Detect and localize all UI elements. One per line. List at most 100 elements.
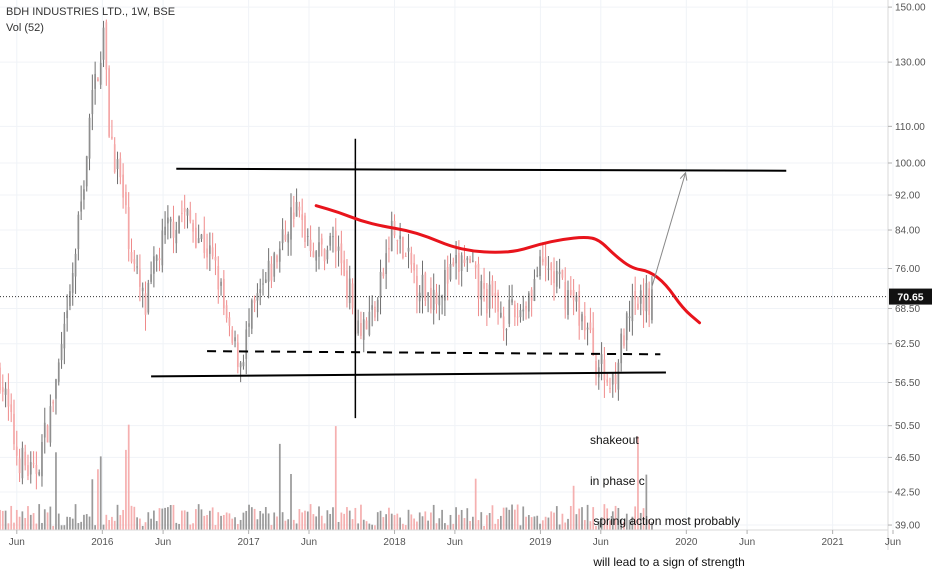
candle-body [66, 310, 69, 319]
volume-bar [488, 512, 491, 530]
candle-body [278, 248, 281, 262]
candle-body [421, 274, 424, 299]
volume-bar [267, 513, 270, 530]
candle-body [91, 90, 94, 115]
volume-bar [315, 516, 318, 530]
volume-bar [287, 519, 290, 530]
candle-body [477, 263, 480, 299]
candle-body [527, 293, 530, 312]
candle-body [388, 247, 390, 250]
candle-body [144, 293, 147, 315]
candle-body [41, 441, 43, 477]
volume-bar [200, 509, 203, 530]
volume-bar [57, 513, 60, 530]
candle-body [609, 387, 611, 390]
candle-body [407, 247, 410, 252]
candle-body [147, 282, 150, 313]
candle-body [18, 458, 21, 474]
candle-body [231, 329, 234, 343]
time-tick-label: Jun [593, 537, 609, 548]
volume-bar [402, 523, 404, 530]
volume-bar [169, 504, 172, 530]
candle-body [541, 258, 544, 263]
candle-body [301, 214, 304, 220]
volume-bar [167, 507, 169, 530]
candle-body [581, 314, 583, 322]
candle-body [208, 245, 211, 254]
candle-body [360, 322, 362, 336]
candle-body [555, 270, 558, 287]
volume-bar [234, 517, 236, 530]
candle-body [178, 216, 180, 234]
candle-body [276, 255, 278, 263]
candle-body [474, 265, 477, 268]
candle-body [155, 255, 158, 261]
time-tick-label: 2020 [675, 537, 698, 548]
volume-bar [116, 504, 119, 530]
volume-bar [539, 523, 541, 530]
volume-bar [211, 507, 214, 530]
volume-bar [231, 518, 234, 530]
candle-body [648, 288, 651, 315]
candle-body [404, 255, 407, 257]
candle-body [4, 388, 7, 395]
candle-body [139, 269, 141, 287]
candle-body [292, 212, 295, 219]
candle-body [603, 359, 606, 381]
candle-body [444, 270, 446, 301]
target-arrow [651, 172, 687, 287]
candle-body [186, 208, 189, 216]
candle-body [77, 214, 80, 250]
candle-body [83, 189, 85, 200]
volume-bar [334, 426, 337, 530]
volume-bar [463, 518, 466, 530]
price-tick-label: 42.50 [895, 487, 920, 498]
price-tick-label: 130.00 [895, 58, 926, 69]
candle-body [194, 227, 197, 248]
volume-bar [603, 504, 606, 530]
candle-body [637, 303, 639, 309]
volume-bar [147, 512, 150, 530]
volume-bar [102, 524, 105, 530]
volume-bar [161, 508, 164, 530]
candle-body [572, 289, 575, 301]
price-chart[interactable]: 150.00 130.00 110.00 100.00 92.00 84.00 76.00 6… [0, 0, 932, 550]
candle-body [267, 260, 270, 282]
candle-body [374, 306, 376, 318]
candle-body [634, 290, 637, 300]
volume-bar [351, 519, 354, 530]
volume-bar [365, 521, 368, 530]
volume-bar [125, 449, 127, 530]
volume-bar [399, 517, 401, 530]
candle-body [318, 242, 320, 257]
candle-body [24, 451, 27, 466]
volume-bar [614, 505, 617, 530]
candle-body [536, 275, 539, 277]
candle-body [130, 252, 133, 262]
candle-body [256, 293, 259, 301]
volume-bar [304, 510, 306, 530]
volume-bar [505, 507, 508, 530]
volume-bar [122, 509, 124, 530]
volume-bar [581, 507, 583, 530]
candle-body [410, 252, 413, 265]
candle-body [161, 230, 164, 266]
candle-body [0, 367, 1, 391]
volume-bar [256, 519, 259, 530]
volume-bar [175, 522, 178, 530]
volume-bar [158, 508, 161, 530]
grid-lines [0, 0, 894, 530]
price-tick-label: 39.00 [895, 521, 920, 532]
volume-bar [239, 519, 242, 530]
price-tick-label: 92.00 [895, 191, 920, 202]
volume-bar [111, 516, 113, 530]
volume-bar [66, 516, 69, 530]
volume-bar [485, 515, 488, 530]
candle-body [13, 413, 15, 445]
volume-bar [446, 525, 449, 530]
time-tick-label: 2017 [238, 537, 261, 548]
candle-body [625, 313, 628, 341]
volume-bar [133, 506, 136, 530]
candle-body [214, 256, 217, 261]
candle-body [228, 317, 231, 326]
